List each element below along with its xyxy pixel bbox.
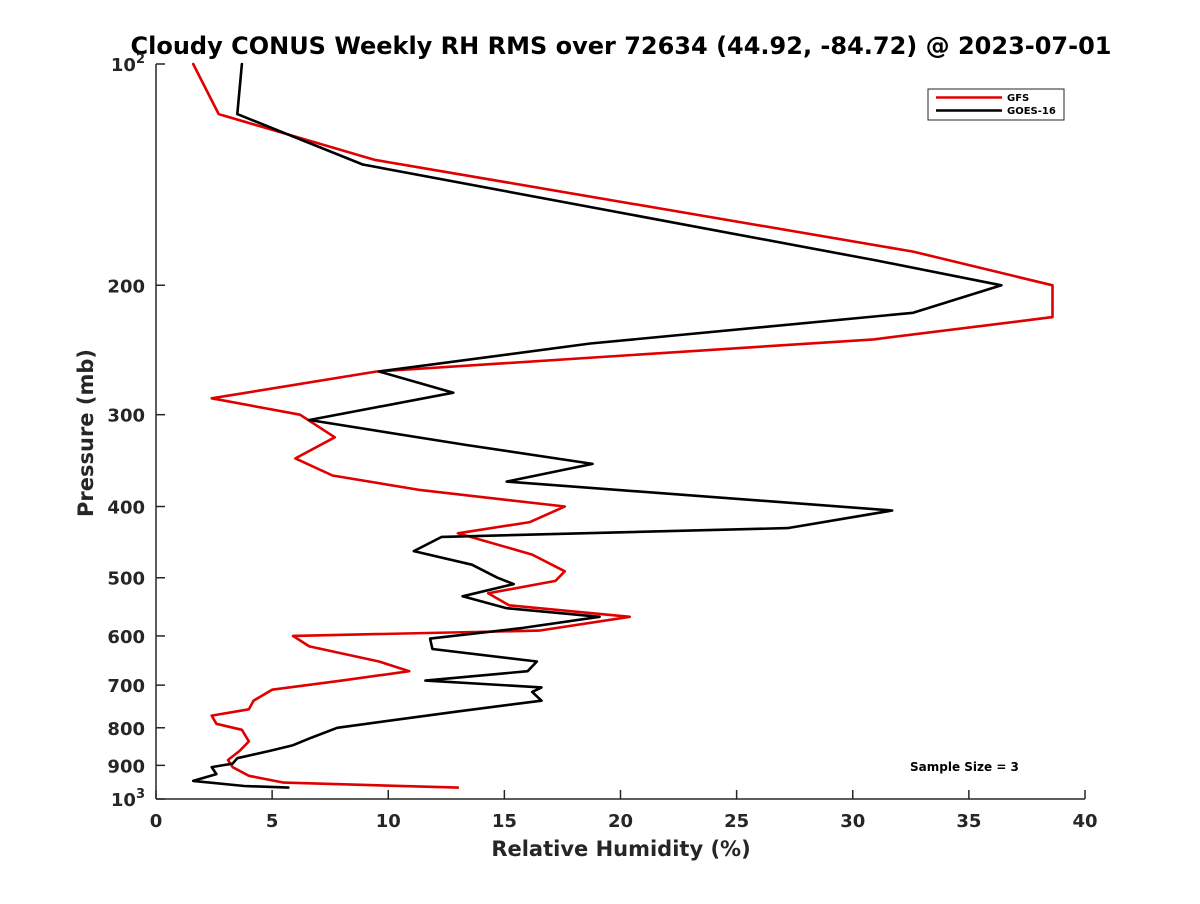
- x-tick-label: 10: [376, 811, 401, 832]
- x-tick-label: 30: [840, 811, 865, 832]
- legend-goes-label: GOES-16: [1007, 106, 1056, 117]
- legend-gfs-label: GFS: [1007, 93, 1029, 104]
- x-tick-label: 20: [608, 811, 633, 832]
- series-line-gfs: [191, 62, 1054, 789]
- y-tick-label: 103: [111, 787, 145, 811]
- y-tick-label: 500: [107, 569, 145, 590]
- x-axis-label: Relative Humidity (%): [491, 837, 750, 861]
- x-tick-label: 40: [1072, 811, 1097, 832]
- sample-size-annotation: Sample Size = 3: [910, 760, 1019, 774]
- y-tick-label: 300: [107, 406, 145, 427]
- legend: GFS GOES-16: [927, 88, 1065, 121]
- series-layer: [191, 62, 1054, 789]
- y-tick-label: 900: [107, 756, 145, 777]
- x-tick-label: 25: [724, 811, 749, 832]
- series-line-goes-16: [191, 62, 1003, 789]
- x-tick-label: 0: [150, 811, 163, 832]
- chart-title: Cloudy CONUS Weekly RH RMS over 72634 (4…: [131, 32, 1112, 60]
- y-axis-label: Pressure (mb): [74, 349, 98, 517]
- x-tick-label: 5: [266, 811, 279, 832]
- x-tick-label: 15: [492, 811, 517, 832]
- y-tick-label: 800: [107, 719, 145, 740]
- x-tick-label: 35: [956, 811, 981, 832]
- axis-ticks: 0 5 10 15 20 25 30 35 40 102 200 300 400 500 600 700 800…: [107, 52, 1097, 832]
- y-tick-label: 600: [107, 627, 145, 648]
- y-tick-label: 700: [107, 676, 145, 697]
- y-tick-label: 200: [107, 276, 145, 297]
- legend-box: [927, 88, 1065, 121]
- y-tick-label: 102: [111, 52, 145, 76]
- y-tick-label: 400: [107, 498, 145, 519]
